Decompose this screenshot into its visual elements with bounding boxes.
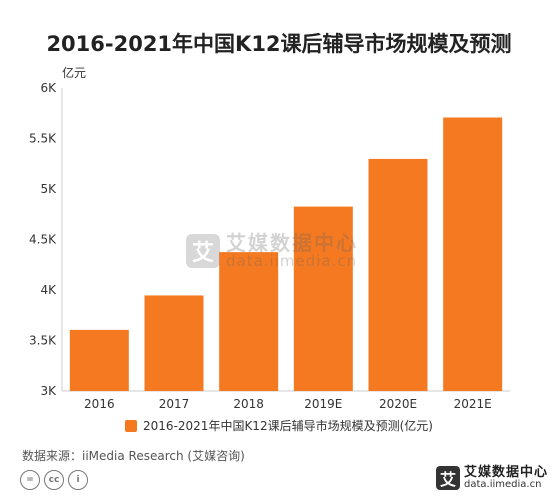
brand-cn: 艾媒数据中心 [464, 465, 549, 480]
y-tick-label: 3K [40, 384, 57, 398]
brand-logo-icon: 艾 [436, 466, 460, 491]
nd-license-icon: = [20, 470, 40, 490]
x-tick-label: 2018 [233, 397, 264, 411]
x-tick-label: 2021E [454, 397, 492, 411]
x-tick-label: 2019E [304, 397, 342, 411]
x-tick-label: 2016 [84, 397, 115, 411]
y-tick-label: 4K [40, 283, 57, 297]
watermark-logo-icon: 艾 [186, 234, 220, 269]
chart-title: 2016-2021年中国K12课后辅导市场规模及预测 [46, 32, 512, 56]
bar [69, 329, 129, 391]
y-tick-label: 4.5K [29, 233, 57, 247]
x-tick-label: 2017 [159, 397, 190, 411]
y-tick-label: 5K [40, 182, 57, 196]
legend-label: 2016-2021年中国K12课后辅导市场规模及预测(亿元) [143, 419, 433, 433]
license-icons: = cc i [20, 470, 88, 490]
by-license-icon: i [68, 470, 88, 490]
y-tick-label: 5.5K [29, 132, 57, 146]
watermark: 艾 艾媒数据中心 data.iimedia.cn [186, 233, 358, 270]
bar [144, 295, 204, 391]
bar [293, 206, 353, 391]
y-tick-label: 6K [40, 81, 57, 95]
bar [219, 252, 279, 391]
brand-en: data.iimedia.cn [464, 478, 542, 490]
data-source: 数据来源：iiMedia Research (艾媒咨询) [22, 449, 245, 463]
bar [443, 117, 503, 391]
cc-license-icon: cc [44, 470, 64, 490]
legend: 2016-2021年中国K12课后辅导市场规模及预测(亿元) [0, 417, 558, 434]
watermark-en: data.iimedia.cn [226, 252, 358, 270]
x-tick-label: 2020E [379, 397, 417, 411]
brand-logo: 艾 艾媒数据中心 data.iimedia.cn [436, 465, 549, 491]
legend-swatch [125, 419, 138, 432]
y-tick-label: 3.5K [29, 334, 57, 348]
watermark-cn: 艾媒数据中心 [226, 231, 358, 255]
bar [368, 158, 428, 391]
y-axis-unit: 亿元 [62, 66, 87, 80]
